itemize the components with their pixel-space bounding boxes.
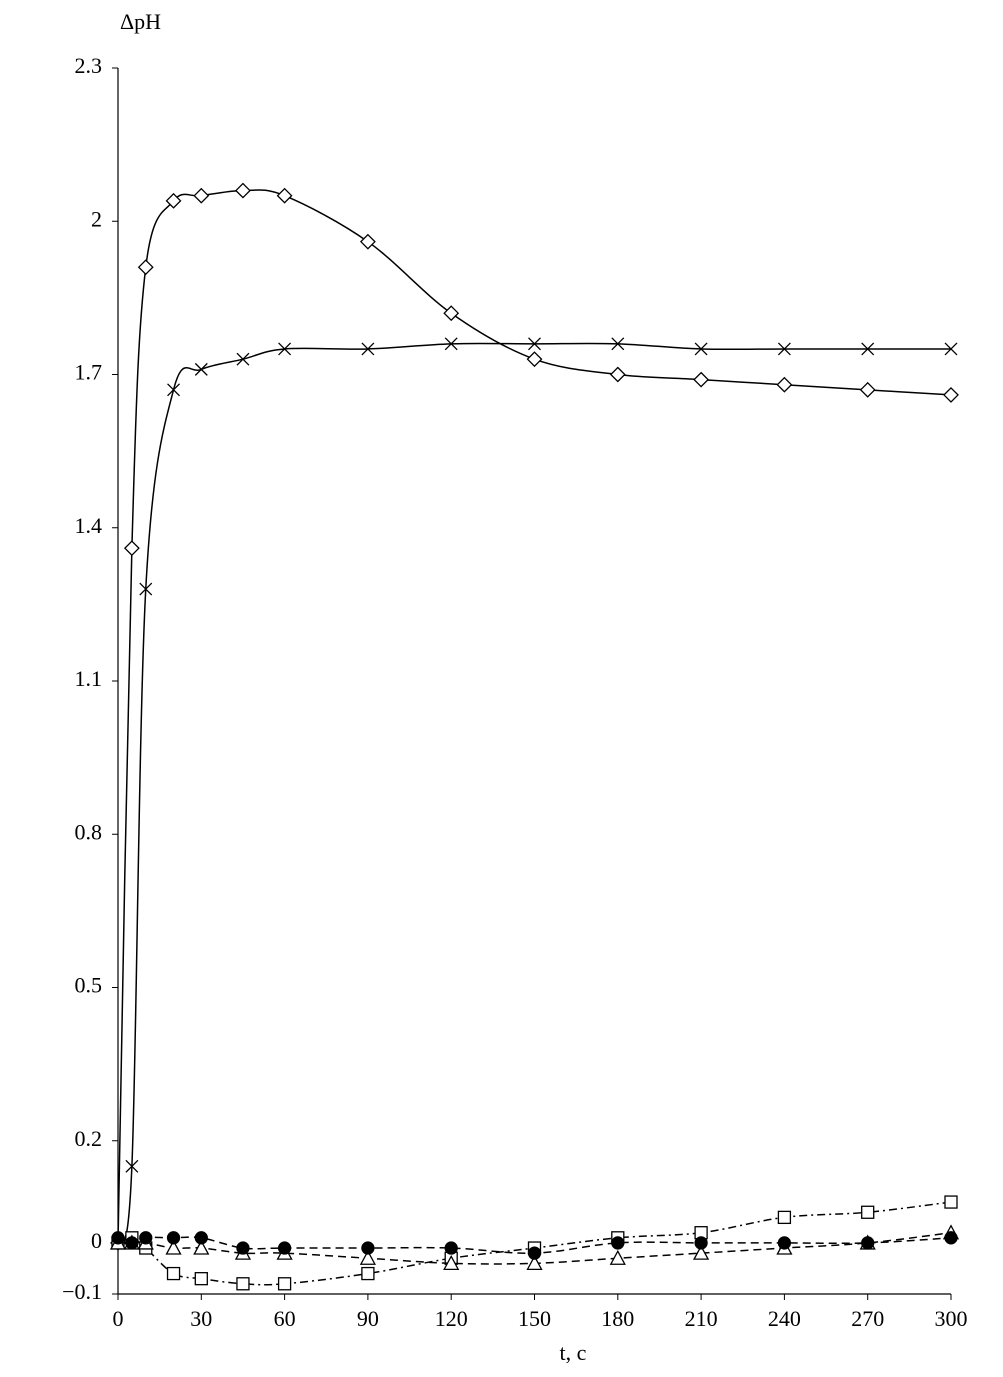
marker-circle: [777, 1236, 792, 1250]
series-line: [117, 342, 951, 1244]
marker-cross: [444, 337, 458, 351]
series-line: [117, 1201, 952, 1286]
marker-diamond: [137, 259, 154, 276]
marker-cross: [528, 337, 541, 351]
marker-circle: [236, 1241, 250, 1255]
x-axis-label: t, c: [560, 1340, 587, 1365]
marker-square: [361, 1266, 375, 1281]
marker-square: [194, 1272, 208, 1286]
y-tick-label: 1.7: [75, 360, 103, 385]
marker-cross: [777, 342, 791, 356]
marker-square: [777, 1210, 792, 1225]
x-tick-label: 60: [274, 1306, 296, 1331]
marker-cross: [236, 352, 250, 366]
marker-triangle: [165, 1239, 182, 1255]
marker-triangle: [443, 1254, 460, 1270]
y-tick-label: 0.8: [75, 819, 103, 844]
x-tick-label: 210: [685, 1306, 718, 1331]
marker-square: [861, 1205, 875, 1219]
marker-circle: [694, 1236, 708, 1250]
marker-cross: [944, 342, 958, 356]
marker-circle: [444, 1241, 458, 1255]
marker-circle: [111, 1231, 125, 1245]
marker-square: [944, 1195, 958, 1209]
series-line: [117, 1236, 952, 1254]
marker-diamond: [193, 187, 210, 204]
x-tick-label: 150: [518, 1306, 551, 1331]
marker-cross: [139, 582, 153, 596]
marker-circle: [277, 1241, 292, 1255]
x-tick-label: 240: [768, 1306, 801, 1331]
x-tick-label: 300: [935, 1306, 968, 1331]
y-axis-label: ΔpH: [120, 9, 161, 34]
y-tick-label: 0.5: [75, 973, 103, 998]
marker-triangle: [193, 1239, 210, 1255]
marker-diamond: [609, 366, 626, 383]
x-tick-label: 0: [113, 1306, 124, 1331]
marker-cross: [278, 342, 292, 356]
marker-square: [166, 1266, 181, 1281]
marker-circle: [527, 1246, 542, 1260]
marker-circle: [861, 1236, 875, 1250]
marker-diamond: [235, 182, 251, 199]
series-line: [117, 189, 952, 1243]
series-line: [117, 1231, 952, 1265]
marker-circle: [194, 1231, 208, 1245]
marker-circle: [361, 1241, 375, 1255]
marker-cross: [194, 362, 208, 376]
marker-circle: [944, 1231, 958, 1245]
y-tick-label: 1.1: [75, 666, 103, 691]
marker-diamond: [693, 371, 710, 388]
y-tick-label: 0.2: [75, 1126, 103, 1151]
marker-diamond: [526, 351, 543, 368]
marker-triangle: [359, 1249, 376, 1265]
marker-diamond: [776, 376, 793, 393]
marker-diamond: [123, 540, 140, 557]
marker-triangle: [609, 1249, 626, 1265]
x-tick-label: 90: [357, 1306, 379, 1331]
marker-cross: [167, 383, 180, 397]
x-tick-label: 270: [851, 1306, 884, 1331]
marker-cross: [861, 342, 875, 356]
marker-cross: [361, 342, 375, 356]
marker-diamond: [359, 233, 376, 250]
marker-cross: [694, 342, 708, 356]
y-tick-label: 2.3: [75, 53, 103, 78]
marker-square: [236, 1277, 250, 1291]
marker-circle: [166, 1231, 181, 1245]
marker-diamond: [859, 381, 876, 398]
marker-triangle: [526, 1254, 543, 1270]
y-tick-label: −0.1: [62, 1279, 102, 1304]
marker-cross: [611, 337, 625, 351]
x-tick-label: 180: [601, 1306, 634, 1331]
marker-circle: [139, 1231, 153, 1245]
marker-circle: [611, 1236, 625, 1250]
y-tick-label: 0: [91, 1228, 102, 1253]
y-tick-label: 2: [91, 206, 102, 231]
marker-diamond: [276, 187, 293, 204]
marker-diamond: [165, 192, 182, 209]
marker-diamond: [443, 305, 460, 322]
x-tick-label: 30: [190, 1306, 212, 1331]
marker-cross: [125, 1159, 139, 1173]
marker-triangle: [693, 1244, 710, 1260]
marker-diamond: [943, 387, 959, 403]
marker-circle: [125, 1236, 139, 1250]
x-tick-label: 120: [435, 1306, 468, 1331]
y-tick-label: 1.4: [75, 513, 103, 538]
marker-square: [277, 1277, 292, 1291]
